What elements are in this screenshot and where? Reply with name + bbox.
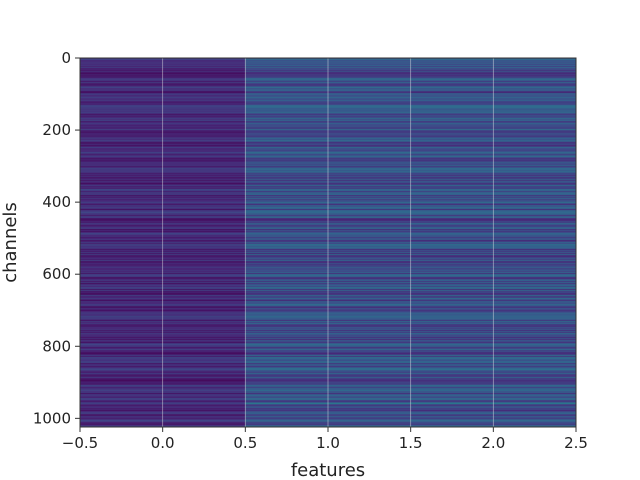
x-tick-label: −0.5 <box>62 434 98 452</box>
y-axis: 0 200 400 600 800 1000 <box>33 49 80 427</box>
y-tick-label: 400 <box>42 193 71 211</box>
x-tick-label: 2.0 <box>481 434 505 452</box>
x-tick-label: 0.5 <box>233 434 257 452</box>
x-axis-label: features <box>291 460 365 480</box>
x-axis: −0.5 0.0 0.5 1.0 1.5 2.0 2.5 <box>62 427 588 452</box>
x-tick-label: 1.0 <box>316 434 340 452</box>
y-tick-label: 600 <box>42 265 71 283</box>
y-tick-label: 0 <box>61 49 71 67</box>
x-tick-label: 2.5 <box>564 434 588 452</box>
y-tick-label: 800 <box>42 337 71 355</box>
x-tick-label: 0.0 <box>151 434 175 452</box>
x-tick-label: 1.5 <box>399 434 423 452</box>
y-tick-label: 1000 <box>33 409 71 427</box>
y-tick-label: 200 <box>42 121 71 139</box>
y-axis-label: channels <box>0 202 21 283</box>
